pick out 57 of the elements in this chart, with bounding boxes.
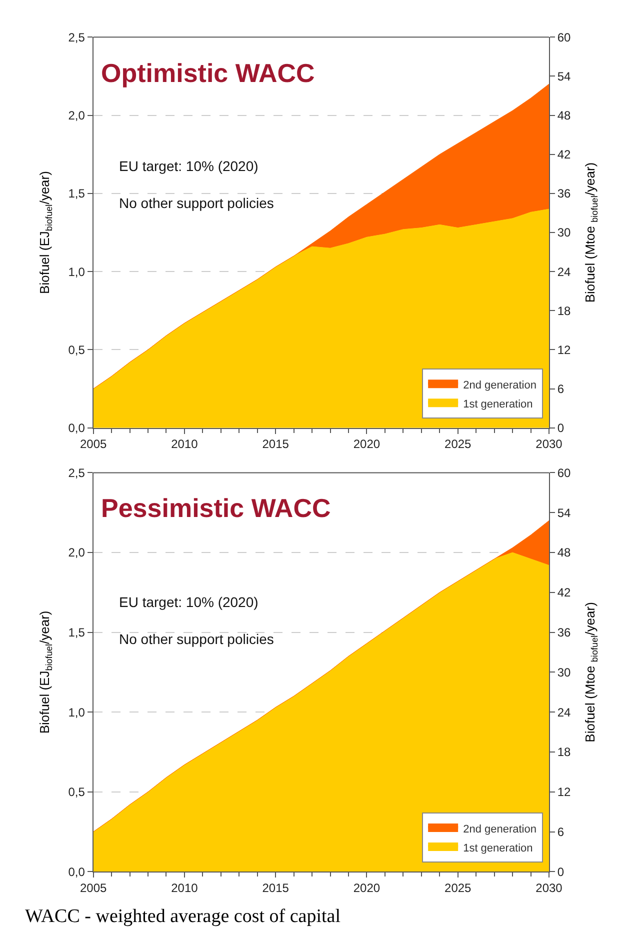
y2-tick-label: 24 xyxy=(557,264,572,279)
text: WACC - weighted average cost of capital xyxy=(25,906,340,927)
legend-label: 2nd generation xyxy=(463,379,536,392)
y2-tick-label: 12 xyxy=(557,785,572,800)
y2-tick-label: 0 xyxy=(557,864,564,879)
y2-tick-label: 18 xyxy=(557,745,572,760)
y-tick-label: 2,0 xyxy=(68,108,86,123)
y2-tick-label: 24 xyxy=(557,705,572,720)
y-tick-label: 2,5 xyxy=(68,466,86,480)
x-tick-label: 2010 xyxy=(171,881,198,896)
legend-label: 1st generation xyxy=(463,398,533,410)
x-tick-label: 2020 xyxy=(353,437,380,452)
y-tick-label: 1,0 xyxy=(68,705,86,720)
x-tick-label: 2015 xyxy=(262,437,290,452)
x-tick-label: 2025 xyxy=(444,881,472,896)
x-tick-label: 2005 xyxy=(80,437,107,452)
y-tick-label: 1,5 xyxy=(68,186,86,201)
y2-tick-label: 60 xyxy=(557,466,572,480)
y2-tick-label: 18 xyxy=(557,304,572,318)
y-tick-label: 0,5 xyxy=(68,785,86,800)
legend-label: 1st generation xyxy=(463,842,533,854)
y-tick-label: 1,5 xyxy=(68,626,86,640)
annotation: EU target: 10% (2020) xyxy=(119,594,258,610)
text: Pessimistic WACC xyxy=(101,493,331,523)
y-tick-label: 2,5 xyxy=(68,30,86,44)
x-tick-label: 2005 xyxy=(80,881,107,896)
x-tick-label: 2010 xyxy=(171,437,198,452)
y2-tick-label: 36 xyxy=(557,186,572,201)
x-tick-label: 2015 xyxy=(262,881,290,896)
y2-tick-label: 42 xyxy=(557,148,572,162)
y-tick-label: 2,0 xyxy=(68,546,86,560)
y2-tick-label: 0 xyxy=(557,421,564,436)
y2-tick-label: 54 xyxy=(557,69,572,84)
y2-tick-label: 36 xyxy=(557,626,572,640)
y2-tick-label: 48 xyxy=(557,108,572,123)
y2-tick-label: 60 xyxy=(557,30,572,44)
y-tick-label: 0,0 xyxy=(68,864,86,879)
y2-tick-label: 12 xyxy=(557,342,572,357)
y2-tick-label: 48 xyxy=(557,546,572,560)
x-tick-label: 2025 xyxy=(444,437,472,452)
annotation: No other support policies xyxy=(119,631,274,647)
y2-tick-label: 54 xyxy=(557,506,572,520)
y-tick-label: 0,5 xyxy=(68,342,86,357)
y2-tick-label: 30 xyxy=(557,665,572,680)
x-tick-label: 2030 xyxy=(536,881,563,896)
y2-tick-label: 42 xyxy=(557,586,572,600)
text: Optimistic WACC xyxy=(101,58,316,88)
annotation: EU target: 10% (2020) xyxy=(119,158,258,174)
y2-tick-label: 30 xyxy=(557,226,572,240)
annotation: No other support policies xyxy=(119,195,274,211)
y-tick-label: 1,0 xyxy=(68,264,86,279)
y-tick-label: 0,0 xyxy=(68,421,86,436)
x-tick-label: 2030 xyxy=(536,437,563,452)
x-tick-label: 2020 xyxy=(353,881,380,896)
y2-tick-label: 6 xyxy=(557,824,564,839)
y2-tick-label: 6 xyxy=(557,382,564,396)
legend-label: 2nd generation xyxy=(463,823,536,836)
